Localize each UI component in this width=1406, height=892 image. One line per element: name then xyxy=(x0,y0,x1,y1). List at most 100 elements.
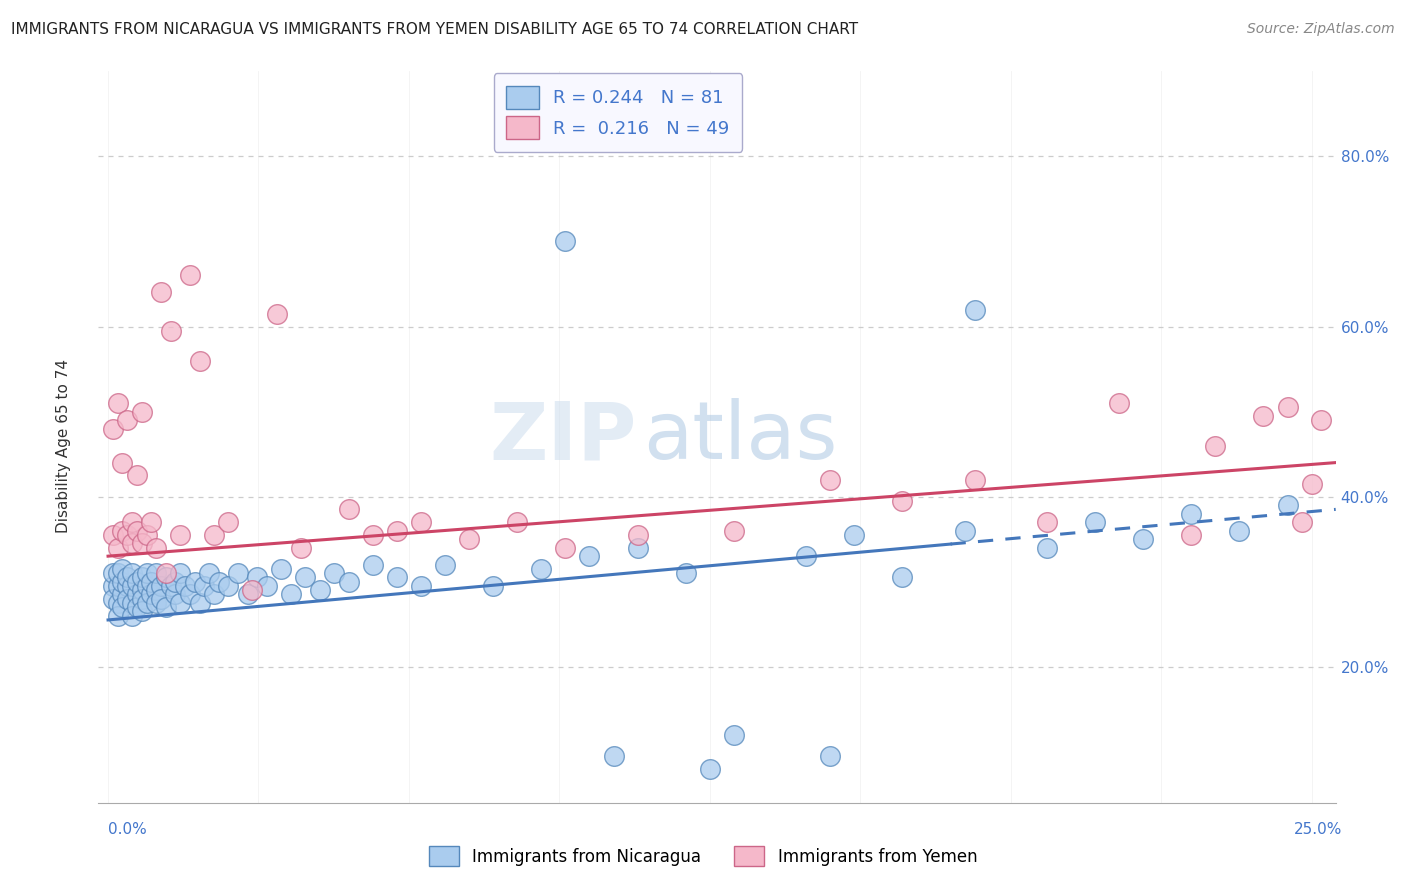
Point xyxy=(117,528,139,542)
Point xyxy=(1310,413,1333,427)
Point xyxy=(145,566,167,581)
Point xyxy=(107,608,129,623)
Point xyxy=(155,566,177,581)
Point xyxy=(159,324,181,338)
Point xyxy=(270,562,292,576)
Point xyxy=(337,502,360,516)
Point xyxy=(699,762,721,776)
Point xyxy=(818,473,841,487)
Point xyxy=(794,549,817,563)
Point xyxy=(179,268,201,283)
Point xyxy=(183,574,205,589)
Point xyxy=(208,574,231,589)
Point xyxy=(482,579,505,593)
Text: ZIP: ZIP xyxy=(489,398,637,476)
Point xyxy=(101,528,124,542)
Point xyxy=(135,596,157,610)
Point xyxy=(121,596,143,610)
Point xyxy=(121,566,143,581)
Legend: Immigrants from Nicaragua, Immigrants from Yemen: Immigrants from Nicaragua, Immigrants fr… xyxy=(422,839,984,873)
Point xyxy=(107,541,129,555)
Point xyxy=(131,583,153,598)
Point xyxy=(1291,515,1313,529)
Point xyxy=(818,749,841,764)
Point xyxy=(202,528,225,542)
Point xyxy=(675,566,697,581)
Point xyxy=(165,574,187,589)
Point xyxy=(125,600,148,615)
Point xyxy=(125,524,148,538)
Point xyxy=(101,566,124,581)
Point xyxy=(458,532,481,546)
Point xyxy=(101,421,124,435)
Point xyxy=(602,749,624,764)
Point xyxy=(1253,409,1275,423)
Point xyxy=(1132,532,1154,546)
Point xyxy=(101,591,124,606)
Point xyxy=(150,579,173,593)
Point xyxy=(107,566,129,581)
Text: 25.0%: 25.0% xyxy=(1295,822,1343,837)
Point xyxy=(165,587,187,601)
Point xyxy=(1204,439,1226,453)
Point xyxy=(111,574,134,589)
Point xyxy=(361,558,384,572)
Point xyxy=(107,396,129,410)
Point xyxy=(202,587,225,601)
Point xyxy=(131,536,153,550)
Point xyxy=(953,524,976,538)
Point xyxy=(145,541,167,555)
Point xyxy=(1108,396,1130,410)
Point xyxy=(155,570,177,584)
Point xyxy=(111,600,134,615)
Point xyxy=(169,528,191,542)
Point xyxy=(150,285,173,300)
Point xyxy=(723,728,745,742)
Point xyxy=(409,515,432,529)
Point xyxy=(125,587,148,601)
Point xyxy=(117,570,139,584)
Point xyxy=(159,579,181,593)
Point xyxy=(385,524,408,538)
Point xyxy=(627,528,650,542)
Point xyxy=(169,596,191,610)
Point xyxy=(121,536,143,550)
Point xyxy=(256,579,278,593)
Point xyxy=(246,570,269,584)
Point xyxy=(117,413,139,427)
Point xyxy=(121,515,143,529)
Point xyxy=(963,473,986,487)
Point xyxy=(117,591,139,606)
Text: 0.0%: 0.0% xyxy=(108,822,148,837)
Point xyxy=(963,302,986,317)
Point xyxy=(141,574,163,589)
Point xyxy=(1180,507,1202,521)
Point xyxy=(530,562,553,576)
Point xyxy=(323,566,346,581)
Point xyxy=(1036,515,1059,529)
Point xyxy=(155,600,177,615)
Point xyxy=(107,596,129,610)
Point xyxy=(188,353,211,368)
Point xyxy=(135,566,157,581)
Point xyxy=(117,579,139,593)
Point xyxy=(135,579,157,593)
Point xyxy=(131,404,153,418)
Text: Source: ZipAtlas.com: Source: ZipAtlas.com xyxy=(1247,22,1395,37)
Point xyxy=(111,587,134,601)
Point xyxy=(554,541,576,555)
Point xyxy=(1229,524,1251,538)
Point xyxy=(1084,515,1107,529)
Point xyxy=(125,468,148,483)
Point xyxy=(506,515,529,529)
Point xyxy=(236,587,259,601)
Text: IMMIGRANTS FROM NICARAGUA VS IMMIGRANTS FROM YEMEN DISABILITY AGE 65 TO 74 CORRE: IMMIGRANTS FROM NICARAGUA VS IMMIGRANTS … xyxy=(11,22,859,37)
Point xyxy=(121,579,143,593)
Point xyxy=(294,570,316,584)
Point xyxy=(217,579,239,593)
Point xyxy=(280,587,302,601)
Point xyxy=(145,596,167,610)
Point xyxy=(361,528,384,542)
Point xyxy=(135,528,157,542)
Point xyxy=(125,574,148,589)
